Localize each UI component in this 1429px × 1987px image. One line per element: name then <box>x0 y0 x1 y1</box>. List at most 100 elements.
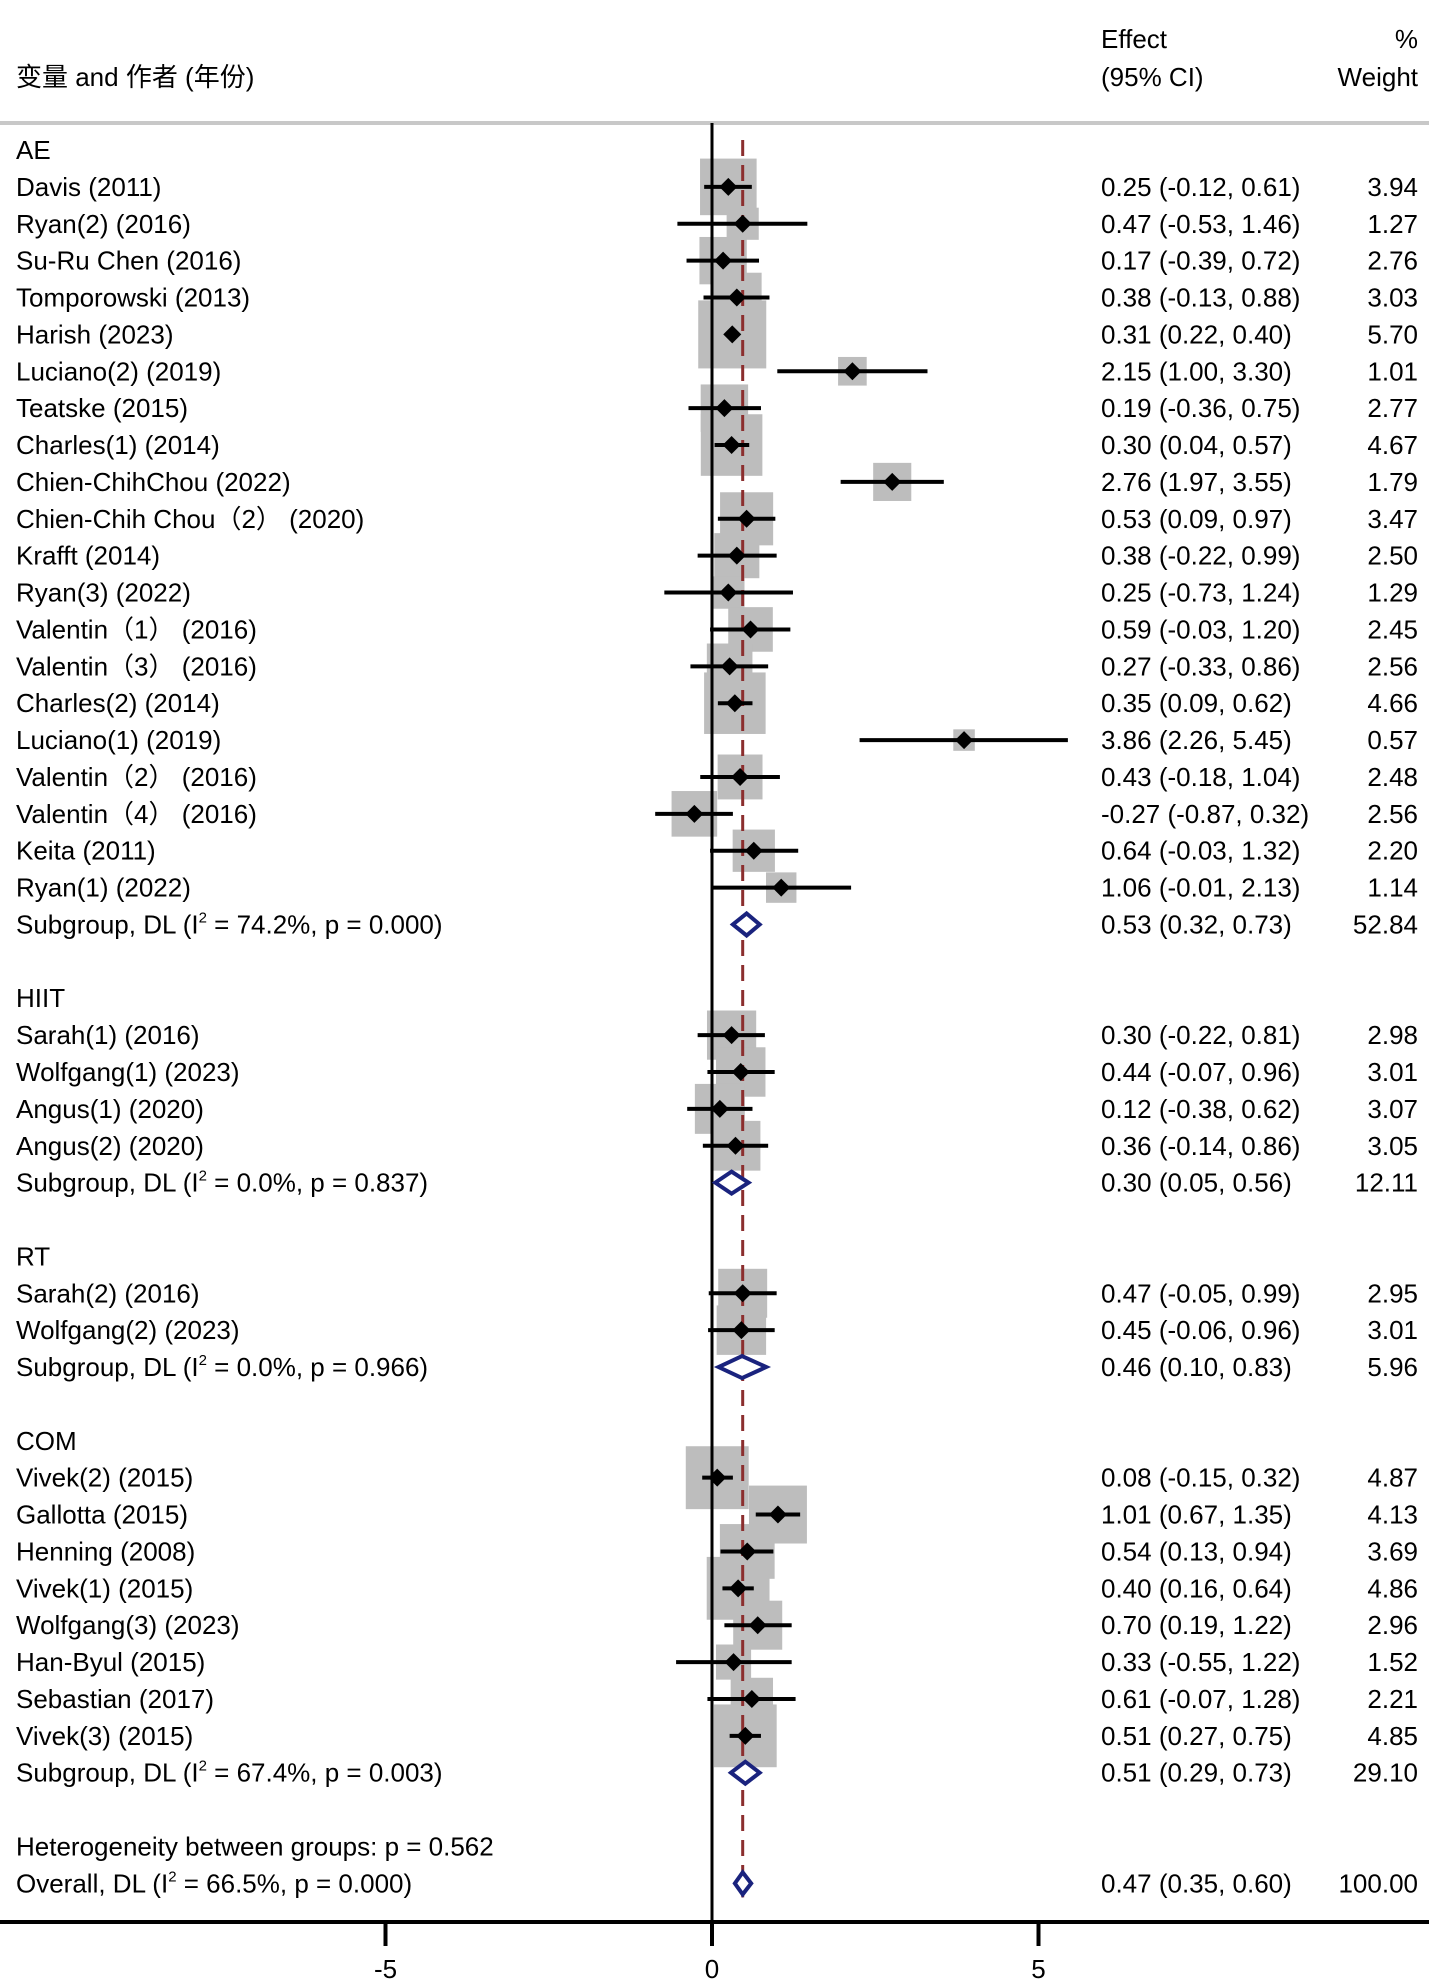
point-estimate-marker <box>733 1284 752 1303</box>
weight-value: 2.76 <box>1367 246 1418 276</box>
effect-ci-value: 0.47 (0.35, 0.60) <box>1101 1868 1292 1898</box>
subgroup-diamond <box>711 1169 753 1197</box>
study-label: Ryan(2) (2016) <box>16 209 191 239</box>
point-estimate-marker <box>726 1136 745 1155</box>
point-estimate-marker <box>685 804 704 823</box>
point-estimate-marker <box>738 1542 757 1561</box>
effect-ci-value: 0.08 (-0.15, 0.32) <box>1101 1463 1300 1493</box>
effect-ci-value: 0.45 (-0.06, 0.96) <box>1101 1315 1300 1345</box>
study-label: Valentin（2） (2016) <box>16 762 257 792</box>
point-estimate-marker <box>727 546 746 565</box>
effect-ci-value: 0.47 (-0.05, 0.99) <box>1101 1278 1300 1308</box>
study-label: Vivek(3) (2015) <box>16 1721 193 1751</box>
effect-ci-value: 2.76 (1.97, 3.55) <box>1101 467 1292 497</box>
point-estimate-marker <box>883 472 902 491</box>
effect-ci-value: 0.33 (-0.55, 1.22) <box>1101 1647 1300 1677</box>
label-prefix: Subgroup, DL (I <box>16 1168 199 1198</box>
effect-ci-value: 0.30 (0.05, 0.56) <box>1101 1168 1292 1198</box>
effect-ci-value: 0.25 (-0.12, 0.61) <box>1101 172 1300 202</box>
weight-value: 2.77 <box>1367 393 1418 423</box>
weight-value: 3.01 <box>1367 1057 1418 1087</box>
label-prefix: Subgroup, DL (I <box>16 909 199 939</box>
weight-value: 3.03 <box>1367 283 1418 313</box>
label-prefix: Subgroup, DL (I <box>16 1758 199 1788</box>
weight-value: 5.70 <box>1367 319 1418 349</box>
weight-value: 2.98 <box>1367 1020 1418 1050</box>
weight-value: 1.29 <box>1367 578 1418 608</box>
weight-value: 3.69 <box>1367 1536 1418 1566</box>
weight-value: 1.52 <box>1367 1647 1418 1677</box>
label-suffix: = 0.0%, p = 0.966) <box>207 1352 428 1382</box>
weight-value: 3.07 <box>1367 1094 1418 1124</box>
point-estimate-marker <box>748 1616 767 1635</box>
study-label: Vivek(2) (2015) <box>16 1463 193 1493</box>
point-estimate-marker <box>768 1505 787 1524</box>
weight-value: 1.27 <box>1367 209 1418 239</box>
study-label: Su-Ru Chen (2016) <box>16 246 241 276</box>
effect-ci-value: 0.64 (-0.03, 1.32) <box>1101 836 1300 866</box>
effect-ci-value: 0.35 (0.09, 0.62) <box>1101 688 1292 718</box>
study-marks <box>655 177 1068 1898</box>
effect-ci-value: 0.30 (0.04, 0.57) <box>1101 430 1292 460</box>
label-suffix: = 74.2%, p = 0.000) <box>207 909 443 939</box>
x-tick-label: -5 <box>374 1954 397 1984</box>
weight-value: 3.01 <box>1367 1315 1418 1345</box>
point-estimate-marker <box>731 767 750 786</box>
weight-value: 4.85 <box>1367 1721 1418 1751</box>
effect-ci-value: 0.51 (0.29, 0.73) <box>1101 1758 1292 1788</box>
weight-value: 29.10 <box>1353 1758 1418 1788</box>
study-label: Teatske (2015) <box>16 393 188 423</box>
effect-ci-value: -0.27 (-0.87, 0.32) <box>1101 799 1309 829</box>
study-label: Davis (2011) <box>16 172 161 202</box>
superscript-2: 2 <box>199 1352 207 1369</box>
study-label: Wolfgang(1) (2023) <box>16 1057 240 1087</box>
study-label: Angus(2) (2020) <box>16 1131 204 1161</box>
point-estimate-marker <box>724 1653 743 1672</box>
study-label: Angus(1) (2020) <box>16 1094 204 1124</box>
weight-boxes <box>671 158 975 1768</box>
weight-value: 2.45 <box>1367 614 1418 644</box>
group-heading: HIIT <box>16 983 65 1013</box>
study-label: Luciano(2) (2019) <box>16 356 221 386</box>
point-estimate-marker <box>737 509 756 528</box>
effect-ci-value: 0.53 (0.32, 0.73) <box>1101 909 1292 939</box>
effect-ci-value: 0.51 (0.27, 0.75) <box>1101 1721 1292 1751</box>
point-estimate-marker <box>729 1579 748 1598</box>
study-label: Keita (2011) <box>16 836 156 866</box>
effect-ci-value: 2.15 (1.00, 3.30) <box>1101 356 1292 386</box>
weight-value: 4.86 <box>1367 1573 1418 1603</box>
point-estimate-marker <box>772 878 791 897</box>
label-prefix: Subgroup, DL (I <box>16 1352 199 1382</box>
study-label: Han-Byul (2015) <box>16 1647 205 1677</box>
study-label: Ryan(1) (2022) <box>16 873 191 903</box>
group-heading: RT <box>16 1241 50 1271</box>
weight-value: 2.50 <box>1367 541 1418 571</box>
x-axis: -5 0 5 <box>0 1920 1429 1984</box>
weight-value: 1.01 <box>1367 356 1418 386</box>
label-prefix: Overall, DL (I <box>16 1868 168 1898</box>
subgroup-diamond <box>729 910 763 939</box>
point-estimate-marker <box>741 620 760 639</box>
study-label: Tomporowski (2013) <box>16 283 250 313</box>
table-text: AE Davis (2011) 0.25 (-0.12, 0.61) 3.94 Ryan… <box>16 135 1418 1898</box>
label-suffix: = 0.0%, p = 0.837) <box>207 1168 428 1198</box>
point-estimate-marker <box>715 399 734 418</box>
effect-ci-value: 0.38 (-0.22, 0.99) <box>1101 541 1300 571</box>
study-label: Ryan(3) (2022) <box>16 578 191 608</box>
point-estimate-marker <box>719 583 738 602</box>
study-label: Valentin（1） (2016) <box>16 614 257 644</box>
study-label: Charles(2) (2014) <box>16 688 220 718</box>
effect-ci-value: 0.40 (0.16, 0.64) <box>1101 1573 1292 1603</box>
x-tick-label: 5 <box>1031 1954 1045 1984</box>
point-estimate-marker <box>714 251 733 270</box>
subgroup-diamond <box>727 1759 763 1787</box>
point-estimate-marker <box>722 436 741 455</box>
study-label: Luciano(1) (2019) <box>16 725 221 755</box>
group-heading: COM <box>16 1426 77 1456</box>
superscript-2: 2 <box>168 1868 176 1885</box>
study-label: Sebastian (2017) <box>16 1684 214 1714</box>
point-estimate-marker <box>722 1026 741 1045</box>
superscript-2: 2 <box>199 909 207 926</box>
weight-value: 2.56 <box>1367 799 1418 829</box>
weight-value: 100.00 <box>1338 1868 1418 1898</box>
